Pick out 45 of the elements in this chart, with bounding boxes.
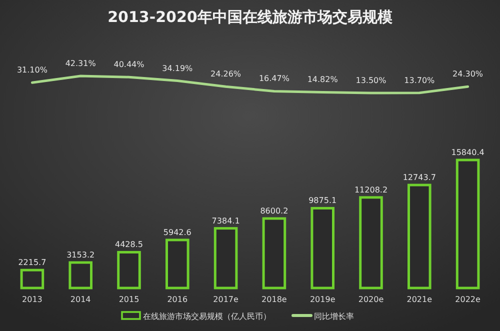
bar xyxy=(359,196,383,290)
legend-label: 同比增长率 xyxy=(314,312,354,321)
bar xyxy=(408,184,432,290)
data-label: 12743.7 xyxy=(402,173,436,182)
data-label: 7384.1 xyxy=(212,216,240,226)
data-label: 9875.1 xyxy=(308,196,337,206)
x-tick-label: 2013 xyxy=(22,295,42,304)
bar xyxy=(310,206,334,290)
x-tick-label: 2019e xyxy=(310,295,336,304)
x-tick-label: 2017e xyxy=(213,295,239,304)
legend-label: 在线旅游市场交易规模（亿人民币） xyxy=(143,312,271,321)
x-tick-label: 2020e xyxy=(358,295,384,304)
data-label: 40.44% xyxy=(114,60,145,70)
bar xyxy=(20,268,44,290)
bar xyxy=(456,158,480,290)
data-label: 13.50% xyxy=(356,76,387,85)
x-tick-label: 2022e xyxy=(455,295,481,304)
data-label: 42.31% xyxy=(65,59,96,68)
data-label: 24.26% xyxy=(210,70,242,79)
x-tick-label: 2021e xyxy=(406,295,432,304)
data-label: 24.30% xyxy=(452,70,484,79)
legend: 在线旅游市场交易规模（亿人民币） xyxy=(121,311,271,321)
legend: 同比增长率 xyxy=(292,312,354,321)
data-label: 16.47% xyxy=(258,74,290,84)
chart-title: 2013-2020年中国在线旅游市场交易规模 xyxy=(108,8,394,26)
data-label: 15840.4 xyxy=(451,148,484,157)
x-tick-label: 2015 xyxy=(118,295,140,304)
bar xyxy=(166,238,190,290)
x-tick-label: 2016 xyxy=(167,295,188,304)
bar xyxy=(262,217,286,290)
bar xyxy=(117,250,141,290)
data-label: 2215.7 xyxy=(18,258,46,268)
data-label: 5942.6 xyxy=(163,228,192,237)
data-label: 13.70% xyxy=(404,76,436,85)
bar xyxy=(214,227,238,290)
data-label: 3153.2 xyxy=(66,250,95,260)
data-label: 8600.2 xyxy=(260,206,288,216)
data-label: 31.10% xyxy=(16,66,48,75)
data-label: 4428.5 xyxy=(115,240,143,250)
bar xyxy=(68,261,92,290)
data-label: 14.82% xyxy=(307,75,338,84)
x-tick-label: 2018e xyxy=(262,295,287,304)
data-label: 34.19% xyxy=(162,64,194,73)
x-tick-label: 2014 xyxy=(70,295,91,304)
data-label: 11208.2 xyxy=(354,185,388,194)
